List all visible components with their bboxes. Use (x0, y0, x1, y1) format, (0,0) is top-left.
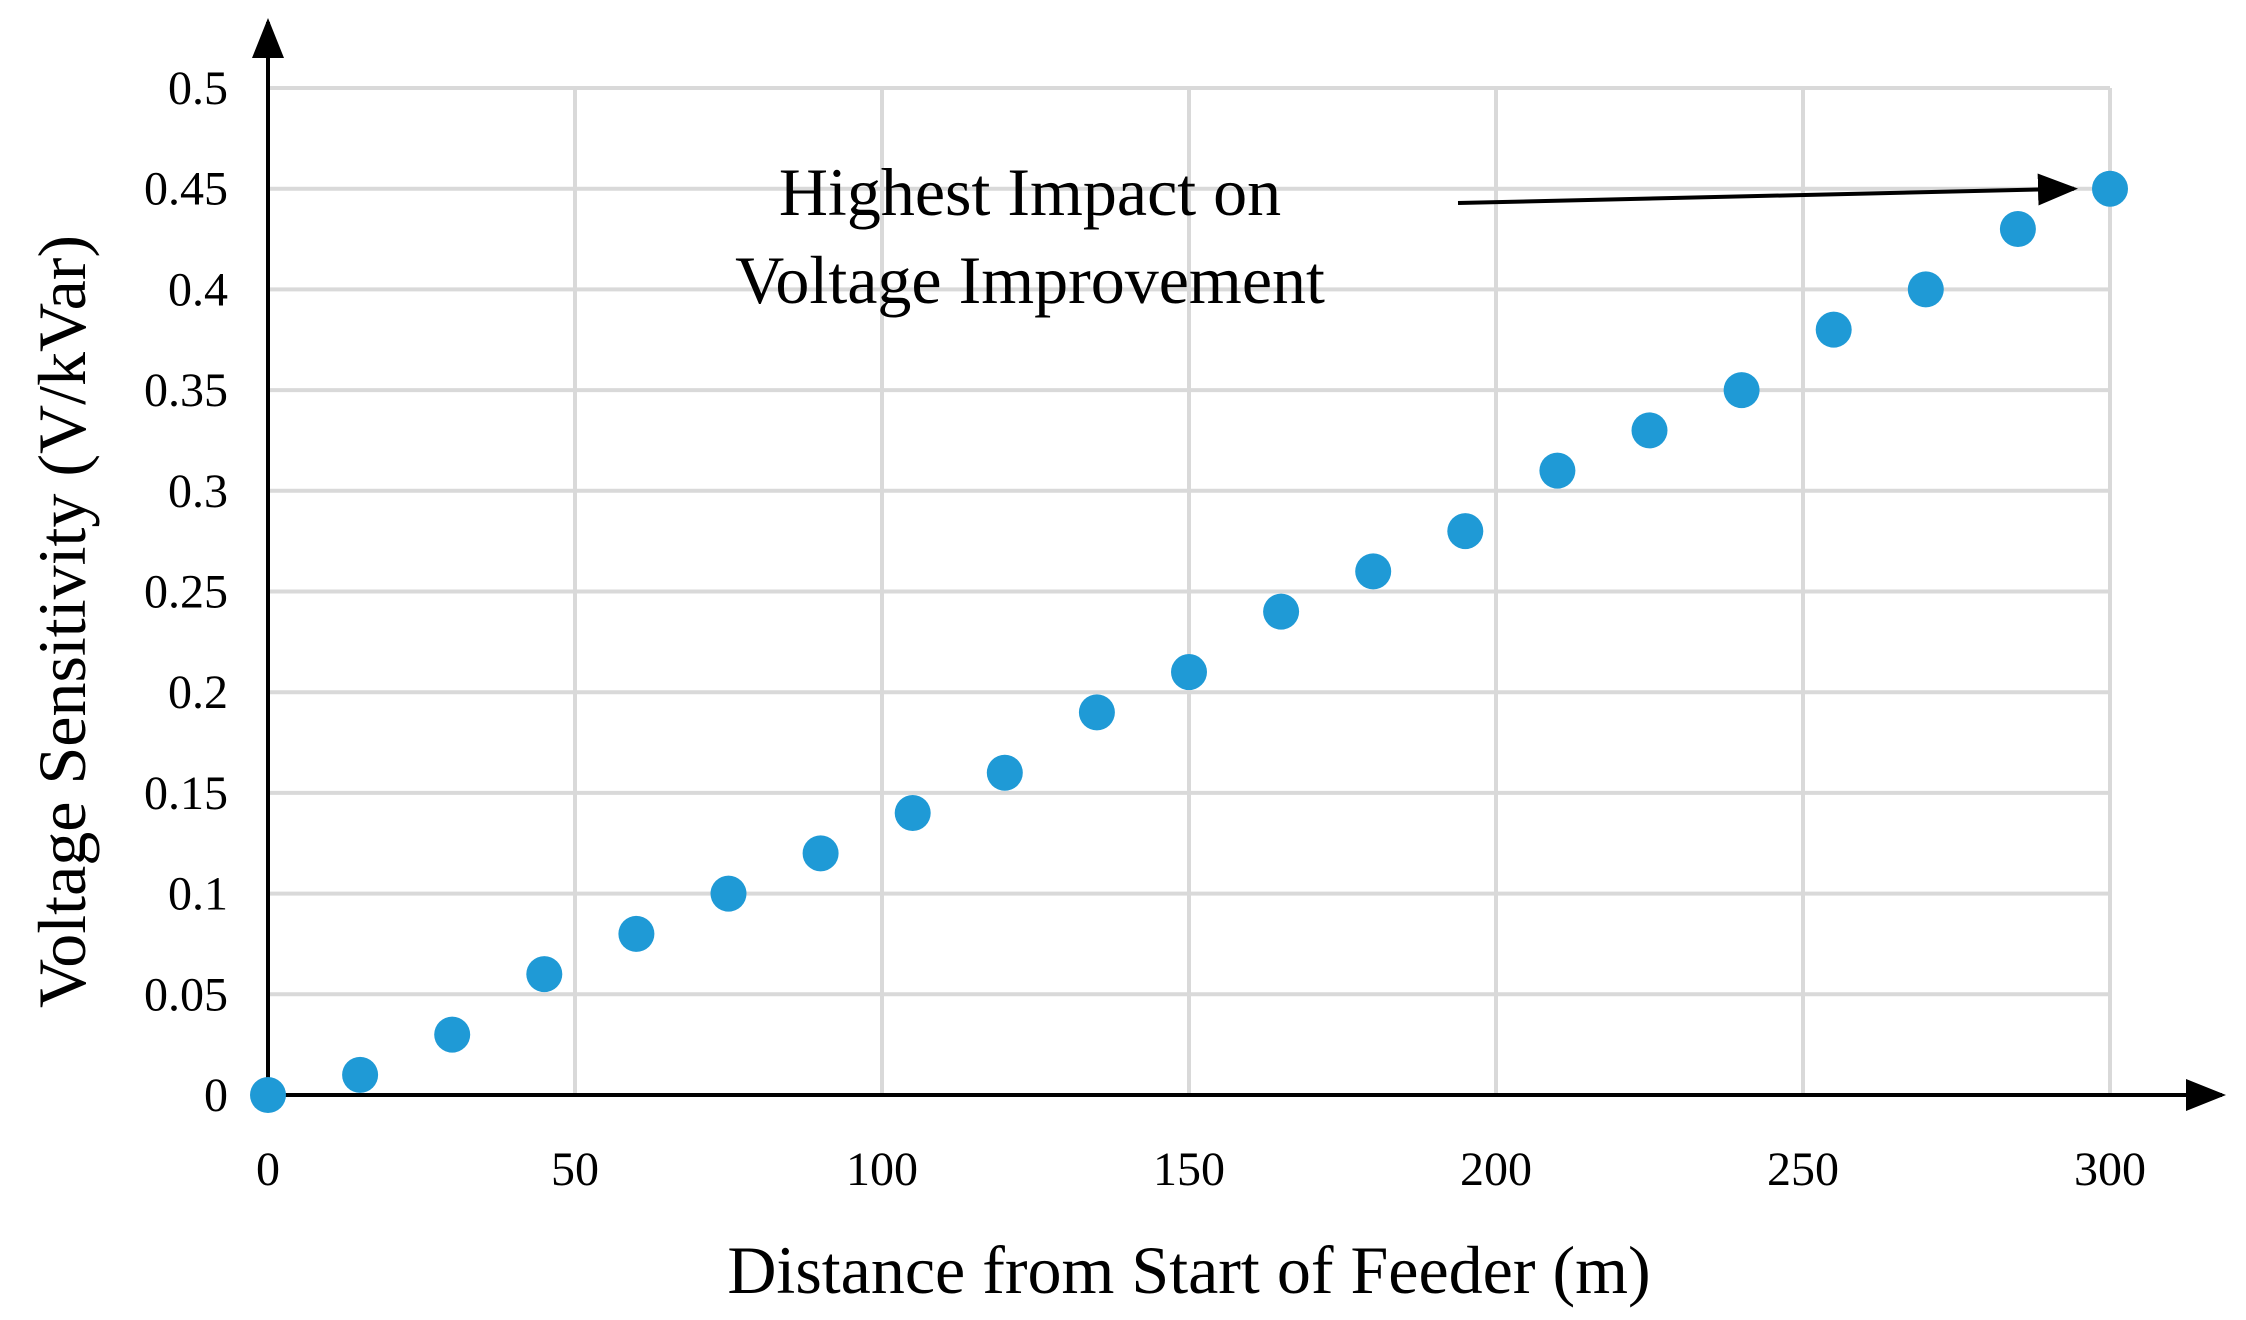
y-tick-label: 0.1 (168, 868, 228, 921)
data-point (894, 795, 931, 832)
y-tick-label: 0.3 (168, 465, 228, 518)
data-point (710, 875, 747, 912)
data-point (250, 1077, 286, 1113)
x-tick-label: 50 (551, 1143, 599, 1196)
data-point (1263, 593, 1300, 630)
data-point (1447, 513, 1484, 550)
x-tick-label: 300 (2074, 1143, 2146, 1196)
x-tick-label: 250 (1767, 1143, 1839, 1196)
x-axis-title: Distance from Start of Feeder (m) (727, 1232, 1650, 1308)
annotation-line-2: Voltage Improvement (735, 242, 1325, 318)
data-point (1815, 311, 1852, 348)
x-tick-labels: 0 50 100 150 200 250 300 (256, 1143, 2146, 1196)
x-tick-label: 0 (256, 1143, 280, 1196)
axes (252, 18, 2226, 1111)
y-tick-label: 0.05 (144, 968, 228, 1021)
y-tick-label: 0 (204, 1069, 228, 1122)
data-point (986, 754, 1023, 791)
y-tick-label: 0.15 (144, 767, 228, 820)
data-point (1999, 210, 2036, 247)
data-points (250, 170, 2128, 1113)
data-point (1171, 654, 1207, 691)
y-tick-label: 0.25 (144, 566, 228, 619)
y-tick-label: 0.5 (168, 62, 228, 115)
y-tick-label: 0.4 (168, 263, 228, 316)
data-point (1907, 271, 1944, 308)
data-point (342, 1056, 379, 1093)
y-tick-label: 0.2 (168, 666, 228, 719)
x-tick-label: 150 (1153, 1143, 1225, 1196)
annotation: Highest Impact on Voltage Improvement (735, 154, 2078, 318)
data-point (1631, 412, 1668, 449)
annotation-line-1: Highest Impact on (779, 154, 1281, 230)
data-point (434, 1016, 471, 1053)
data-point (1723, 372, 1760, 409)
y-tick-labels: 0 0.05 0.1 0.15 0.2 0.25 0.3 0.35 0.4 0.45 0.5 (144, 62, 228, 1122)
data-point (1355, 553, 1392, 590)
data-point (618, 915, 655, 952)
annotation-arrow (1457, 173, 2078, 206)
y-axis-title: Voltage Sensitivity (V/kVar) (24, 235, 100, 1008)
y-tick-label: 0.35 (144, 364, 228, 417)
data-point (1078, 694, 1115, 731)
data-point (526, 956, 563, 993)
x-tick-label: 200 (1460, 1143, 1532, 1196)
x-tick-label: 100 (846, 1143, 918, 1196)
data-point (802, 835, 839, 872)
data-point (2092, 170, 2128, 207)
gridlines (268, 86, 2112, 1095)
y-tick-label: 0.45 (144, 163, 228, 216)
data-point (1539, 452, 1576, 489)
